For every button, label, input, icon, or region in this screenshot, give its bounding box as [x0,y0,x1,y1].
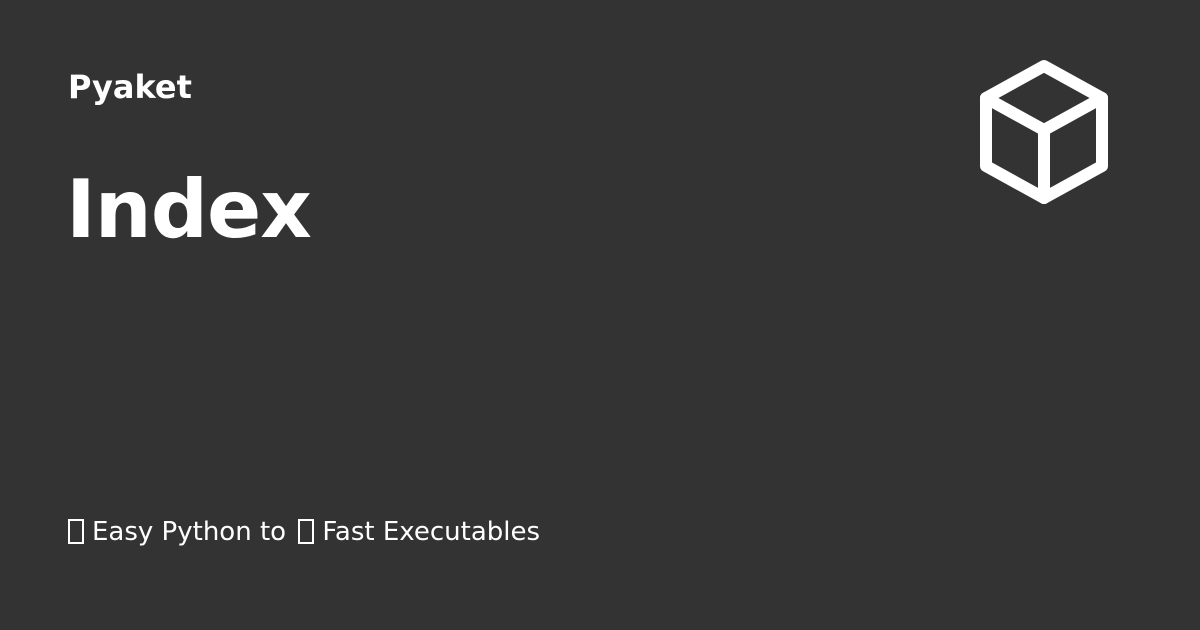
description-part-2: Fast Executables [322,517,541,547]
emoji-placeholder-icon [68,519,84,544]
page-title: Index [66,163,312,256]
site-description: Easy Python to Fast Executables [68,514,540,550]
cube-icon [976,58,1112,206]
emoji-placeholder-icon [298,519,315,544]
site-name: Pyaket [68,68,192,106]
description-part-1: Easy Python to [92,517,287,547]
cube-icon-svg [980,60,1108,204]
